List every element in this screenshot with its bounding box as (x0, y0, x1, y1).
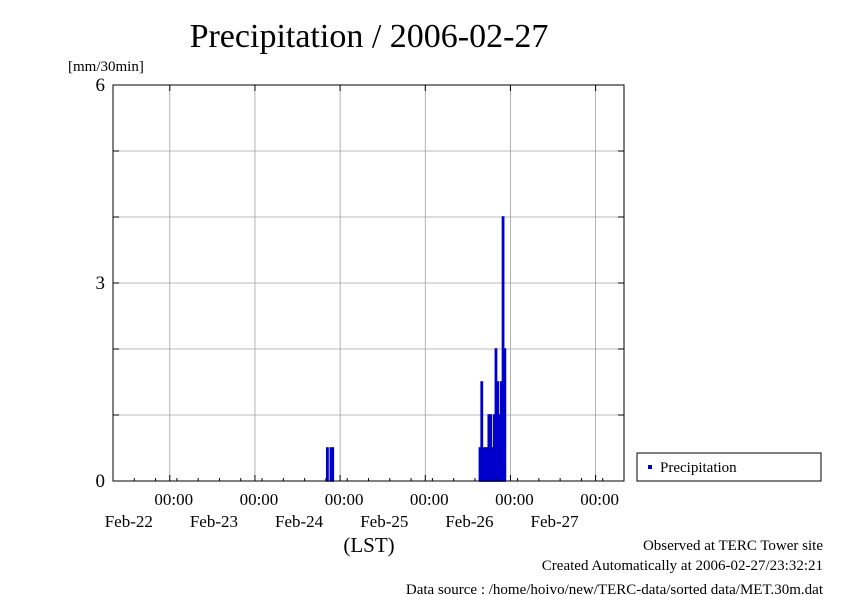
legend-swatch (648, 465, 652, 469)
x-tick-labels: 00:00Feb-2200:00Feb-2300:00Feb-2400:00Fe… (105, 490, 619, 531)
y-tick-label: 0 (96, 471, 106, 492)
legend-box (636, 452, 822, 482)
axis-ticks (112, 84, 625, 482)
precip-bar (331, 447, 335, 482)
x-tick-time-label: 00:00 (495, 490, 534, 509)
footer-data-source: Data source : /home/hoivo/new/TERC-data/… (406, 582, 824, 595)
x-tick-date-label: Feb-27 (531, 512, 580, 531)
precip-bar (326, 447, 329, 482)
x-tick-time-label: 00:00 (154, 490, 193, 509)
y-tick-label: 6 (96, 75, 106, 96)
x-tick-date-label: Feb-25 (360, 512, 408, 531)
y-axis-unit-label: [mm/30min] (68, 59, 144, 75)
y-tick-labels: 0 3 6 (96, 75, 106, 492)
x-tick-date-label: Feb-23 (190, 512, 238, 531)
legend-label: Precipitation (660, 460, 737, 476)
x-tick-time-label: 00:00 (240, 490, 279, 509)
precip-bar (503, 348, 507, 482)
legend: Precipitation (636, 452, 822, 482)
x-axis-label: (LST) (343, 533, 394, 557)
footer-created-timestamp: Created Automatically at 2006-02-27/23:3… (542, 558, 823, 574)
x-tick-time-label: 00:00 (580, 490, 619, 509)
x-tick-date-label: Feb-26 (445, 512, 493, 531)
chart-title: Precipitation / 2006-02-27 (190, 18, 549, 55)
grid-lines (113, 85, 624, 481)
x-tick-date-label: Feb-24 (275, 512, 324, 531)
x-tick-time-label: 00:00 (410, 490, 449, 509)
y-tick-label: 3 (96, 273, 106, 294)
footer-observed-site: Observed at TERC Tower site (643, 538, 823, 554)
x-tick-date-label: Feb-22 (105, 512, 153, 531)
x-tick-time-label: 00:00 (325, 490, 364, 509)
